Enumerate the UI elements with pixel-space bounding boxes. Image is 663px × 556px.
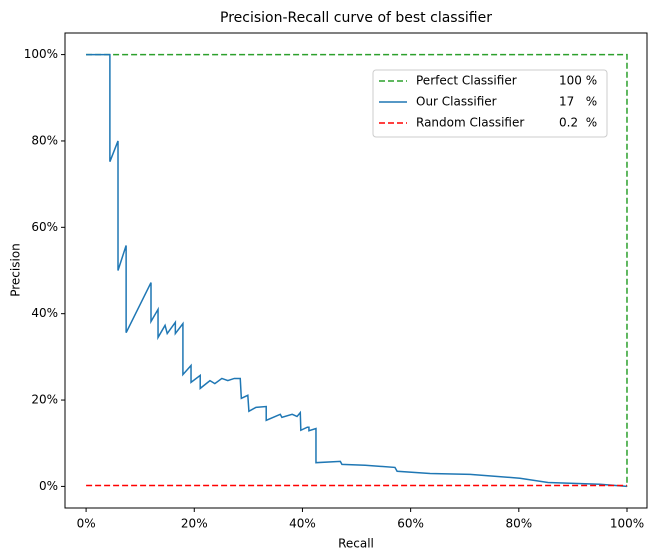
x-tick-label: 80% xyxy=(505,517,532,531)
x-tick-label: 40% xyxy=(289,517,316,531)
y-tick-label: 0% xyxy=(39,479,58,493)
y-tick-label: 20% xyxy=(31,393,58,407)
legend-box xyxy=(372,69,608,138)
legend-label: Perfect Classifier xyxy=(416,74,517,88)
x-tick-label: 100% xyxy=(610,517,644,531)
legend-value: 100 % xyxy=(559,74,597,88)
series-line xyxy=(86,53,628,488)
y-axis-label: Precision xyxy=(9,243,23,297)
series-line xyxy=(86,53,628,487)
x-tick-label: 60% xyxy=(397,517,424,531)
y-tick-label: 60% xyxy=(31,220,58,234)
y-tick-label: 80% xyxy=(31,133,58,147)
x-axis-label: Recall xyxy=(338,537,374,551)
y-tick-label: 40% xyxy=(31,306,58,320)
x-tick-label: 0% xyxy=(77,517,96,531)
legend-label: Random Classifier xyxy=(416,116,524,130)
y-tick-label: 100% xyxy=(24,47,58,61)
plot-frame xyxy=(64,32,648,509)
legend-value: 17 % xyxy=(559,95,597,109)
legend-label: Our Classifier xyxy=(416,95,497,109)
x-tick-label: 20% xyxy=(181,517,208,531)
chart-title: Precision-Recall curve of best classifie… xyxy=(220,10,492,26)
legend-value: 0.2 % xyxy=(559,116,597,130)
